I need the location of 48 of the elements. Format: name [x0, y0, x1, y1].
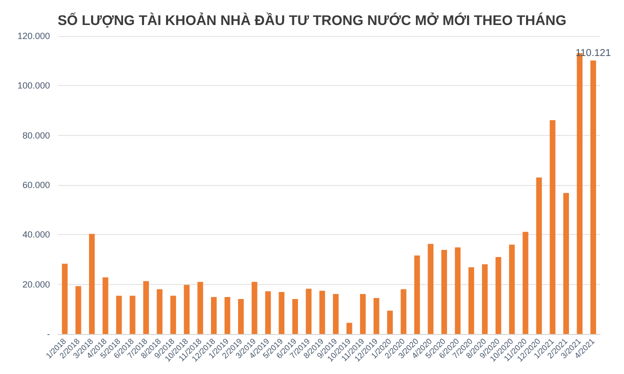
bar	[550, 120, 556, 334]
bar	[170, 296, 176, 334]
y-tick-label: -	[47, 329, 50, 339]
bar	[306, 288, 312, 334]
bar	[563, 192, 569, 334]
bar	[89, 234, 95, 334]
chart-title: SỐ LƯỢNG TÀI KHOẢN NHÀ ĐẦU TƯ TRONG NƯỚC MỞ MỚI THEO THÁNG	[58, 12, 567, 28]
bar	[482, 264, 488, 334]
bar	[319, 290, 326, 334]
bar	[374, 298, 380, 334]
bar	[468, 267, 474, 334]
bar	[224, 297, 230, 334]
bar	[102, 277, 108, 334]
bar	[522, 232, 528, 334]
data-label: 110.121	[576, 48, 612, 60]
bar	[590, 60, 596, 334]
bar	[414, 256, 420, 334]
bar	[116, 296, 122, 334]
bar	[428, 244, 434, 334]
bar	[496, 257, 502, 334]
bar	[278, 292, 284, 334]
bar	[265, 291, 271, 334]
bar	[75, 286, 82, 334]
bar	[536, 178, 542, 334]
bar	[332, 294, 339, 334]
y-tick-label: 80.000	[22, 130, 50, 140]
bar	[184, 284, 190, 334]
bar	[210, 297, 217, 334]
bar	[130, 296, 136, 334]
y-tick-label: 20.000	[22, 279, 50, 290]
bar	[238, 298, 244, 334]
bar	[197, 282, 204, 334]
bar	[156, 289, 162, 334]
bar	[387, 310, 393, 334]
bar	[292, 298, 298, 334]
bar	[360, 294, 366, 334]
y-tick-label: 120.000	[17, 31, 50, 41]
y-tick-label: 60.000	[22, 180, 50, 190]
bar	[346, 322, 352, 334]
y-tick-label: 100.000	[17, 80, 50, 91]
bar	[509, 244, 515, 334]
bar	[62, 264, 68, 334]
y-tick-label: 40.000	[22, 230, 50, 240]
bar	[441, 250, 448, 334]
bar	[400, 289, 406, 334]
bar	[143, 281, 149, 334]
bar	[252, 282, 258, 334]
bar	[454, 247, 461, 334]
